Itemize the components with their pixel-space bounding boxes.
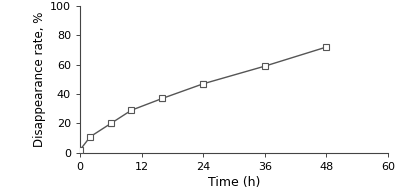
Y-axis label: Disappearance rate, %: Disappearance rate, % (33, 12, 46, 147)
X-axis label: Time (h): Time (h) (208, 176, 260, 189)
